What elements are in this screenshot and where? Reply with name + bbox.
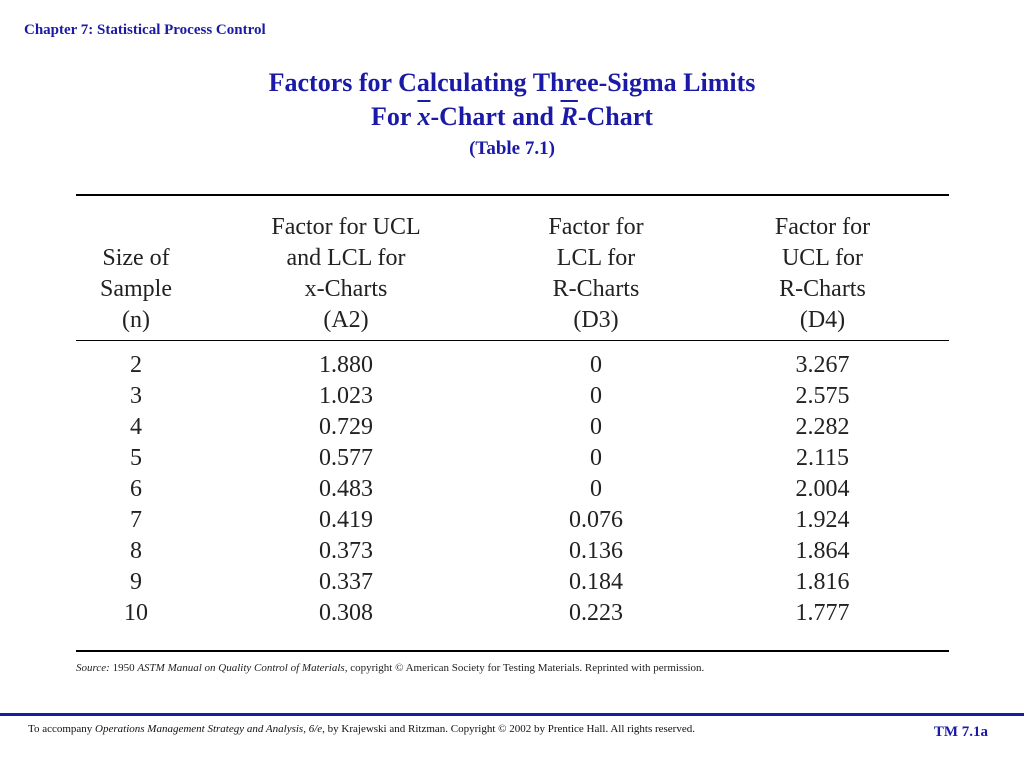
header-line: UCL for bbox=[781, 245, 864, 271]
header-line: Size of bbox=[102, 245, 170, 271]
cell-d3: 0.076 bbox=[569, 507, 623, 533]
table-body: 2 1.880 0 3.267 3 1.023 0 2.575 4 0.729 0 2.282 5 0.5… bbox=[76, 350, 949, 629]
cell-d4: 2.115 bbox=[795, 445, 850, 471]
cell-d4: 2.004 bbox=[795, 476, 850, 502]
slide-subtitle: For x-Chart and R-Chart bbox=[0, 102, 1024, 132]
cell-a2: 0.729 bbox=[319, 414, 373, 440]
cell-n: 2 bbox=[130, 352, 142, 378]
cell-n: 5 bbox=[130, 445, 142, 471]
factors-table: Size of Sample (n) Factor for UCL and LC… bbox=[76, 204, 949, 629]
source-note: Source: 1950 ASTM Manual on Quality Cont… bbox=[76, 662, 704, 674]
header-line: (D4) bbox=[799, 307, 846, 333]
cell-n: 3 bbox=[130, 383, 142, 409]
table-row: 7 0.419 0.076 1.924 bbox=[76, 505, 949, 536]
cell-n: 10 bbox=[124, 600, 148, 626]
cell-a2: 0.373 bbox=[319, 538, 373, 564]
header-line: x-Charts bbox=[304, 276, 388, 302]
footer-note: To accompany Operations Management Strat… bbox=[28, 723, 695, 735]
cell-d4: 2.575 bbox=[795, 383, 850, 409]
cell-d3: 0 bbox=[590, 414, 602, 440]
table-row: 5 0.577 0 2.115 bbox=[76, 443, 949, 474]
table-row: 4 0.729 0 2.282 bbox=[76, 412, 949, 443]
cell-a2: 0.483 bbox=[319, 476, 373, 502]
table-row: 8 0.373 0.136 1.864 bbox=[76, 536, 949, 567]
table-row: 3 1.023 0 2.575 bbox=[76, 381, 949, 412]
slide-title: Factors for Calculating Three-Sigma Limi… bbox=[268, 68, 756, 97]
cell-d4: 1.924 bbox=[795, 507, 850, 533]
cell-d4: 1.816 bbox=[795, 569, 850, 595]
header-line: Factor for bbox=[774, 214, 871, 240]
header-line: and LCL for bbox=[286, 245, 406, 271]
cell-a2: 0.337 bbox=[319, 569, 373, 595]
header-d3: Factor for LCL for R-Charts (D3) bbox=[496, 204, 696, 336]
table-header-rule bbox=[76, 340, 949, 341]
footer-book: Operations Management Strategy and Analy… bbox=[95, 723, 323, 735]
cell-a2: 0.308 bbox=[319, 600, 373, 626]
header-line: Sample bbox=[100, 276, 172, 302]
xbar-symbol: x bbox=[417, 102, 431, 131]
cell-d3: 0 bbox=[590, 352, 602, 378]
table-bottom-rule bbox=[76, 650, 949, 652]
subtitle-for: For bbox=[371, 102, 418, 131]
cell-a2: 1.880 bbox=[319, 352, 373, 378]
header-a2: Factor for UCL and LCL for x-Charts (A2) bbox=[196, 204, 496, 336]
header-line: R-Charts bbox=[552, 276, 640, 302]
table-row: 9 0.337 0.184 1.816 bbox=[76, 567, 949, 598]
table-row: 2 1.880 0 3.267 bbox=[76, 350, 949, 381]
cell-d4: 3.267 bbox=[795, 352, 850, 378]
cell-d4: 2.282 bbox=[795, 414, 850, 440]
cell-a2: 0.577 bbox=[319, 445, 373, 471]
subtitle-end: -Chart bbox=[577, 102, 653, 131]
chapter-label: Chapter 7: Statistical Process Control bbox=[24, 22, 266, 38]
rbar-symbol: R bbox=[560, 102, 578, 131]
header-sample-size: Size of Sample (n) bbox=[76, 204, 196, 336]
cell-d3: 0.184 bbox=[569, 569, 623, 595]
source-year: 1950 bbox=[109, 662, 138, 674]
table-reference: (Table 7.1) bbox=[469, 138, 555, 159]
cell-n: 7 bbox=[130, 507, 142, 533]
cell-n: 8 bbox=[130, 538, 142, 564]
header-d4: Factor for UCL for R-Charts (D4) bbox=[696, 204, 949, 336]
source-rest: , copyright © American Society for Testi… bbox=[344, 662, 705, 674]
cell-d3: 0 bbox=[590, 445, 602, 471]
header-line: LCL for bbox=[556, 245, 636, 271]
source-work: ASTM Manual on Quality Control of Materi… bbox=[137, 662, 345, 674]
footer-prefix: To accompany bbox=[28, 723, 96, 735]
table-row: 10 0.308 0.223 1.777 bbox=[76, 598, 949, 629]
footer-rule bbox=[0, 713, 1024, 716]
cell-a2: 1.023 bbox=[319, 383, 373, 409]
table-row: 6 0.483 0 2.004 bbox=[76, 474, 949, 505]
cell-d3: 0.223 bbox=[569, 600, 623, 626]
header-line: Factor for bbox=[548, 214, 644, 240]
header-line: R-Charts bbox=[779, 276, 866, 302]
cell-d3: 0 bbox=[590, 476, 602, 502]
header-line: (A2) bbox=[323, 307, 369, 333]
cell-d4: 1.864 bbox=[795, 538, 850, 564]
subtitle-mid: -Chart and bbox=[430, 102, 561, 131]
cell-n: 4 bbox=[130, 414, 142, 440]
footer-suffix: , by Krajewski and Ritzman. Copyright © … bbox=[322, 723, 695, 735]
cell-d3: 0.136 bbox=[569, 538, 623, 564]
cell-d4: 1.777 bbox=[795, 600, 850, 626]
cell-a2: 0.419 bbox=[319, 507, 373, 533]
header-line: Factor for UCL bbox=[271, 214, 421, 240]
cell-n: 9 bbox=[130, 569, 142, 595]
slide-id: TM 7.1a bbox=[933, 724, 988, 740]
header-line: (n) bbox=[122, 307, 150, 333]
cell-n: 6 bbox=[130, 476, 142, 502]
table-top-rule bbox=[76, 194, 949, 196]
header-line: (D3) bbox=[573, 307, 619, 333]
source-label: Source: bbox=[76, 662, 110, 674]
cell-d3: 0 bbox=[590, 383, 602, 409]
